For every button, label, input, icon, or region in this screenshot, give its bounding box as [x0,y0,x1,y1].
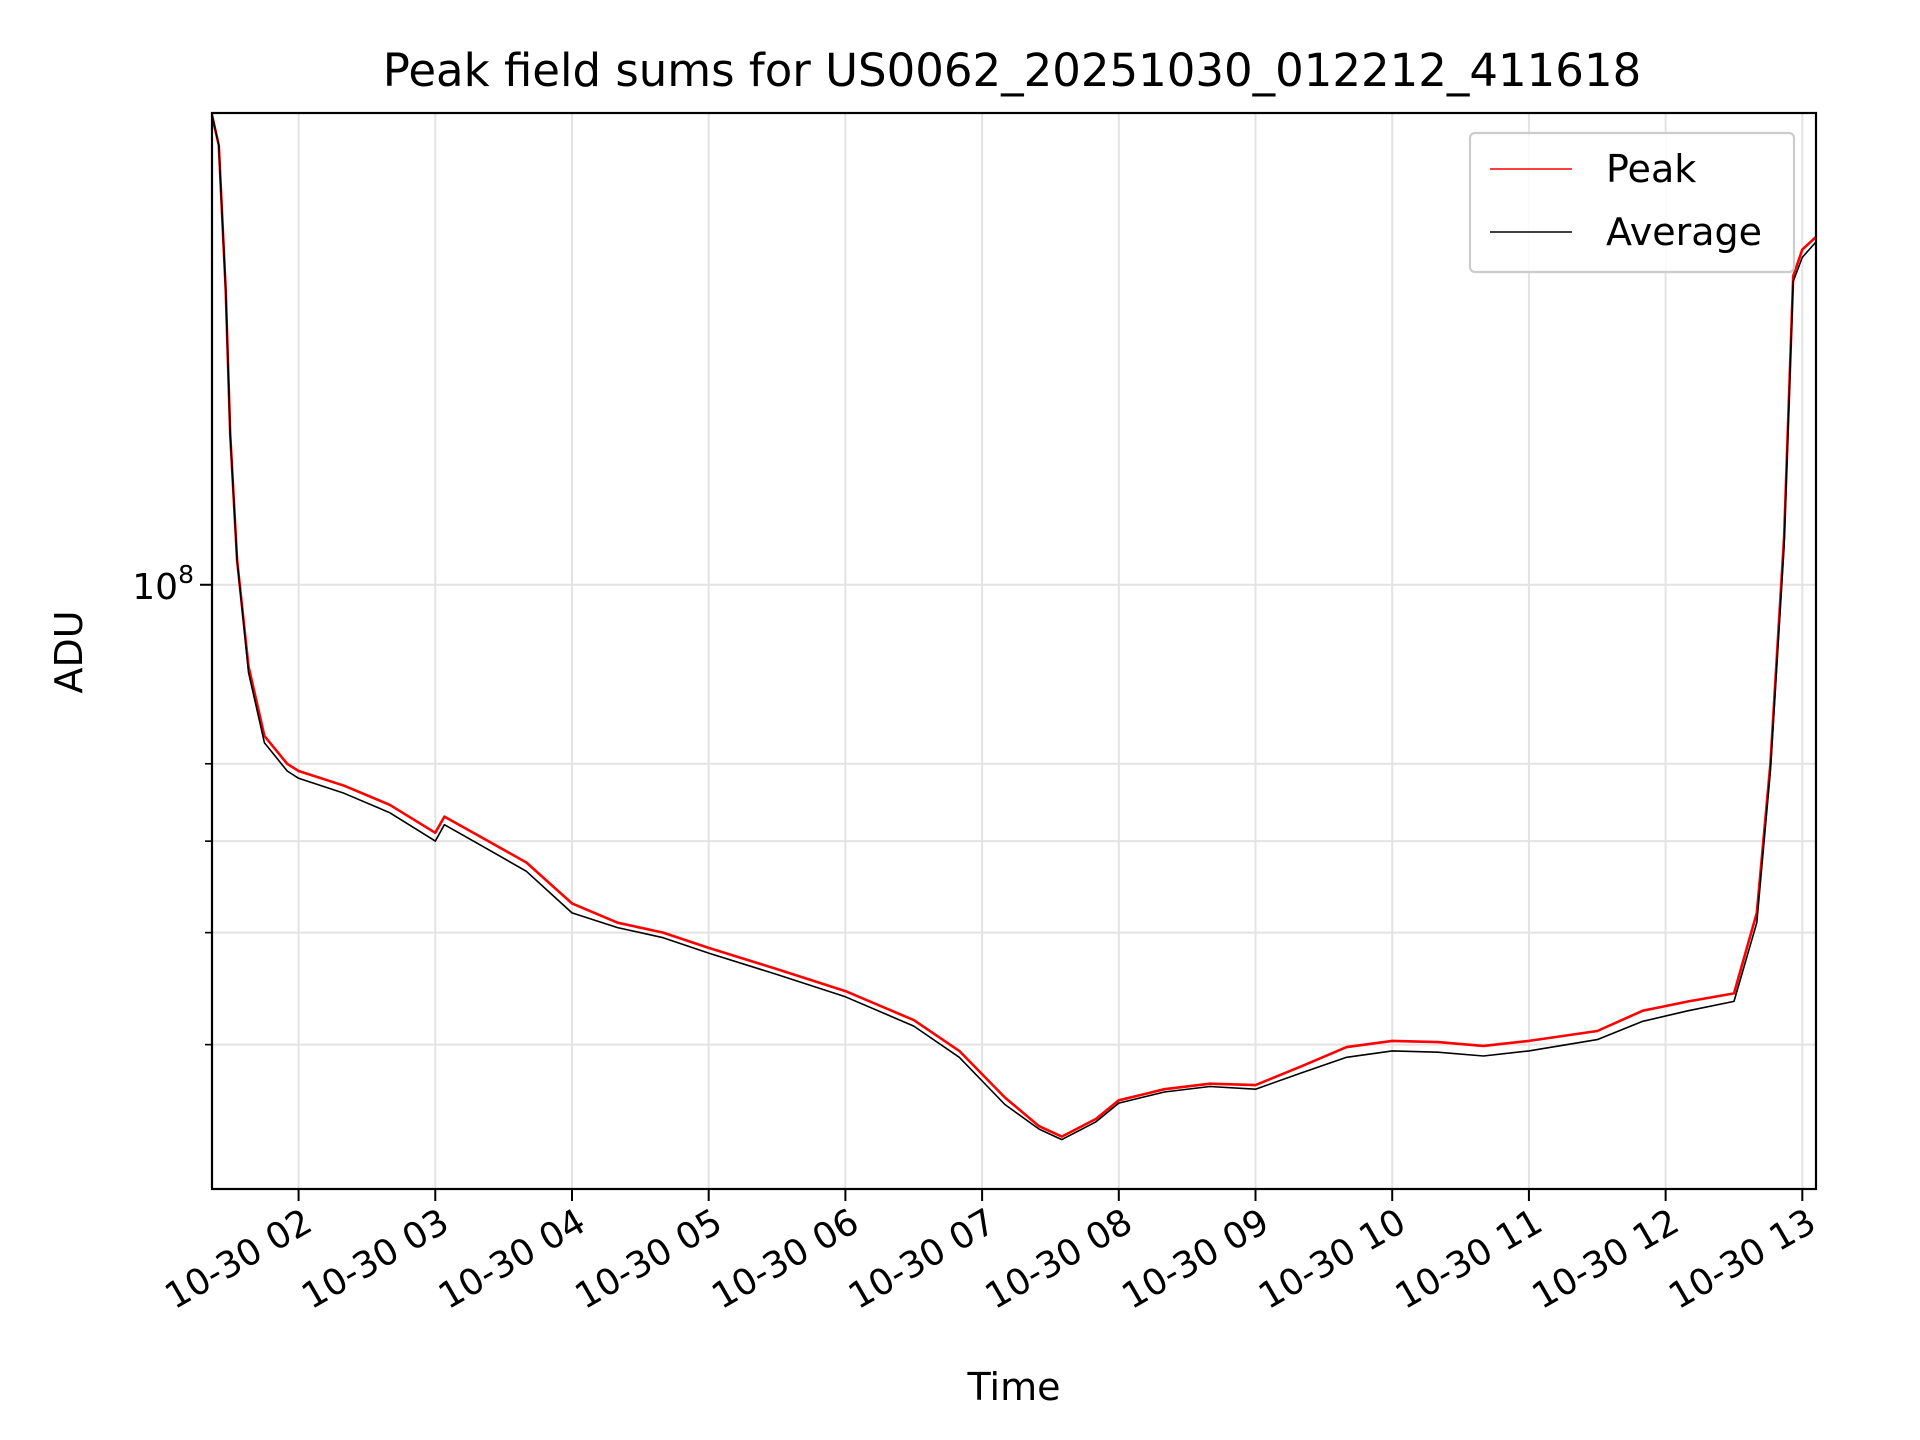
x-axis-label: Time [967,1365,1061,1409]
legend-label-peak: Peak [1606,147,1696,191]
grid [212,113,1816,1189]
series-line-peak [210,114,1817,1138]
legend-box [1468,131,1796,274]
legend-label-average: Average [1606,210,1762,254]
y-axis-label: ADU [47,610,91,693]
legend: Peak Average [1468,131,1796,274]
plot-frame [210,111,1818,1191]
chart-title: Peak field sums for US0062_20251030_0122… [383,44,1641,97]
series-lines [210,114,1817,1141]
series-line-average [211,114,1817,1141]
